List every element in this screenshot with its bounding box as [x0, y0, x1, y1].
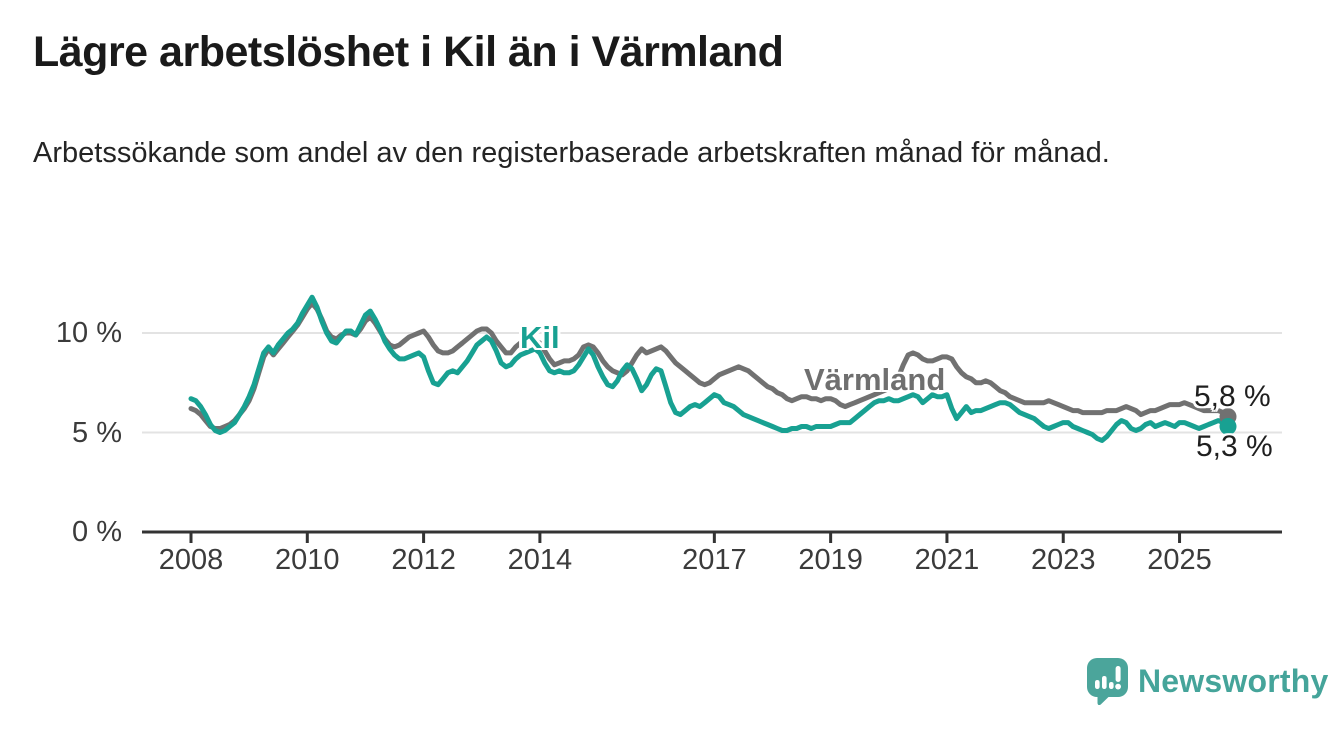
y-axis-label-5: 5 %	[72, 416, 122, 449]
end-dot-kil	[1219, 418, 1237, 436]
series-label-kil: Kil	[520, 320, 560, 355]
y-axis-label-10: 10 %	[55, 317, 122, 349]
end-value-label-kil: 5,3 %	[1196, 430, 1273, 463]
x-axis-label-2021: 2021	[914, 544, 980, 576]
newsworthy-logo: Newsworthy	[1086, 657, 1328, 705]
end-value-label-varmland: 5,8 %	[1194, 380, 1271, 413]
x-axis-label-2010: 2010	[275, 544, 340, 576]
newsworthy-wordmark: Newsworthy	[1138, 662, 1329, 699]
chart-plot-area	[142, 294, 1282, 543]
series-label-varmland: Värmland	[804, 362, 946, 397]
x-axis-label-2019: 2019	[798, 544, 863, 576]
x-axis-label-2012: 2012	[391, 544, 456, 576]
y-axis-label-0: 0 %	[72, 516, 122, 548]
newsworthy-bubble-chart-icon	[1087, 658, 1128, 705]
x-axis-label-2023: 2023	[1030, 544, 1096, 576]
page-title: Lägre arbetslöshet i Kil än i Värmland	[33, 28, 784, 76]
x-axis-label-2014: 2014	[507, 544, 573, 576]
x-axis-label-2017: 2017	[682, 544, 747, 576]
x-axis-label-2025: 2025	[1147, 544, 1212, 576]
line-värmland	[188, 300, 1231, 431]
chart-subtitle: Arbetssökande som andel av den registerb…	[33, 137, 1110, 169]
line-kil	[188, 294, 1231, 443]
x-axis-label-2008: 2008	[158, 544, 224, 576]
